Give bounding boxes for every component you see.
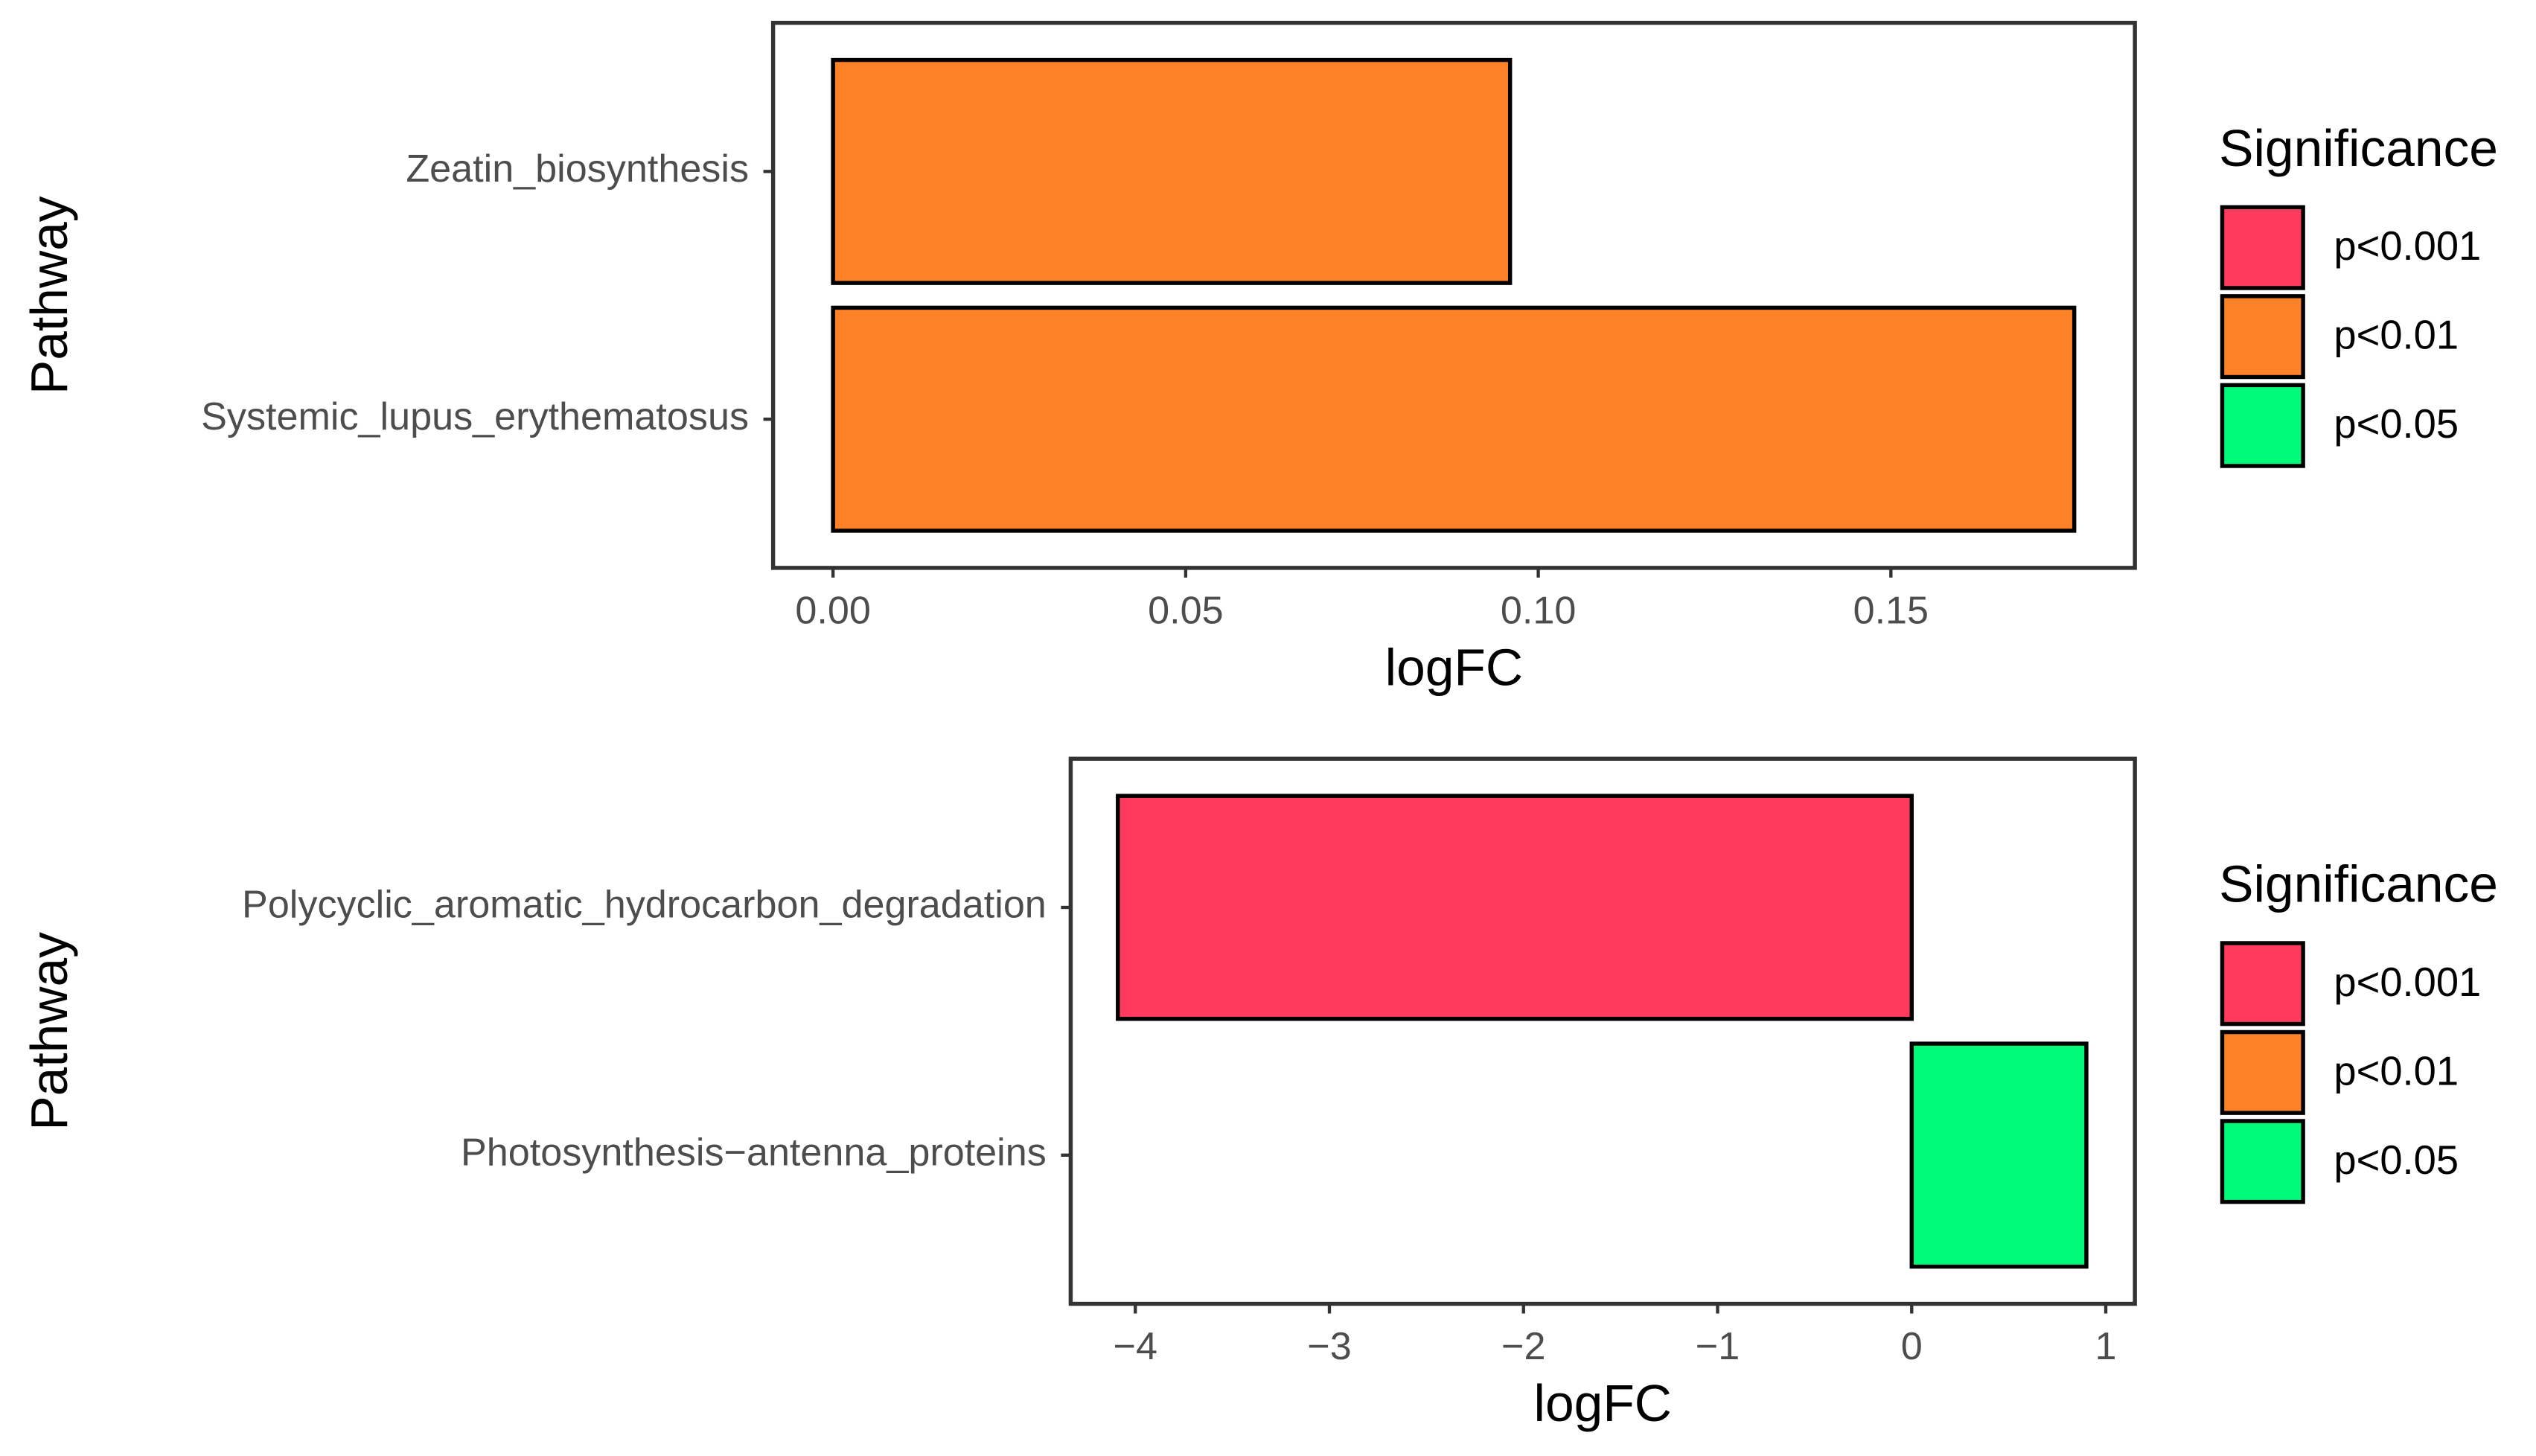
legend-label: p<0.001 <box>2334 223 2481 269</box>
bar <box>1909 1041 2089 1269</box>
legend-label: p<0.01 <box>2334 313 2459 358</box>
bar <box>831 305 2077 533</box>
legend-key <box>2220 205 2305 290</box>
x-axis-title: logFC <box>1534 1374 1672 1432</box>
panel-border <box>1068 756 2137 1306</box>
y-tick-label: Zeatin_biosynthesis <box>406 147 749 191</box>
x-tick-label: −2 <box>1501 1325 1545 1368</box>
x-tick-label: 0 <box>1901 1325 1923 1368</box>
x-tick-label: −3 <box>1307 1325 1351 1368</box>
y-tick-label: Polycyclic_aromatic_hydrocarbon_degradat… <box>242 884 1047 927</box>
y-tick-label: Systemic_lupus_erythematosus <box>201 395 749 438</box>
x-tick-label: 0.15 <box>1853 589 1929 632</box>
y-axis-title: Pathway <box>20 196 78 395</box>
legend-key <box>2220 1029 2305 1115</box>
x-tick-label: 0.10 <box>1501 589 1576 632</box>
x-tick-label: −4 <box>1114 1325 1157 1368</box>
panel-border <box>770 20 2137 570</box>
legend-label: p<0.001 <box>2334 960 2481 1005</box>
x-tick-label: −1 <box>1696 1325 1740 1368</box>
y-tick-label: Photosynthesis−antenna_proteins <box>461 1131 1047 1175</box>
x-tick-label: 0.00 <box>795 589 870 632</box>
x-tick-label: 0.05 <box>1148 589 1223 632</box>
legend-title: Significance <box>2219 119 2498 177</box>
legend-key <box>2220 294 2305 380</box>
bar <box>1116 794 1914 1021</box>
legend-key <box>2220 1119 2305 1204</box>
x-axis-title: logFC <box>1385 638 1523 696</box>
y-axis-title: Pathway <box>20 932 78 1131</box>
legend-key <box>2220 941 2305 1026</box>
legend-label: p<0.05 <box>2334 401 2459 447</box>
legend-title: Significance <box>2219 855 2498 913</box>
legend-label: p<0.01 <box>2334 1048 2459 1093</box>
legend-label: p<0.05 <box>2334 1137 2459 1183</box>
x-tick-label: 1 <box>2095 1325 2117 1368</box>
legend-key <box>2220 383 2305 468</box>
bar <box>831 57 1513 285</box>
